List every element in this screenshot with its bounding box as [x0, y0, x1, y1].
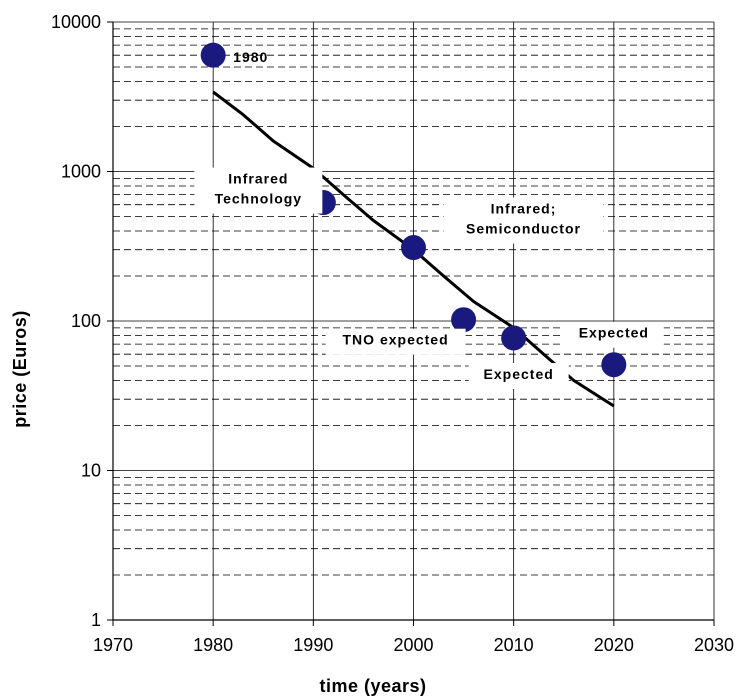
x-tick-label: 1990	[293, 635, 333, 655]
annotation-background	[443, 197, 604, 244]
annotation-background	[194, 167, 323, 214]
annotation-background	[468, 362, 569, 389]
y-tick-label: 10000	[51, 12, 101, 32]
x-tick-label: 2010	[494, 635, 534, 655]
y-axis-title: price (Euros)	[10, 310, 30, 428]
x-axis-ticks: 1970 1980 1990 2000 2010 2020 2030	[93, 620, 734, 655]
x-axis-title: time (years)	[319, 676, 426, 696]
y-tick-label: 1	[91, 610, 101, 630]
data-point-marker	[501, 325, 527, 351]
annotation-background	[325, 328, 466, 355]
annotation-background	[563, 321, 664, 348]
y-tick-label: 100	[71, 311, 101, 331]
point-annotation: Infrared	[228, 171, 288, 187]
x-tick-label: 2000	[393, 635, 433, 655]
data-point-marker	[451, 307, 477, 333]
point-annotation: TNO expected	[343, 332, 449, 348]
x-tick-label: 1970	[93, 635, 133, 655]
data-point-marker	[401, 235, 426, 261]
data-points	[200, 42, 627, 378]
y-tick-label: 10	[81, 461, 101, 481]
point-annotation: Infrared;	[491, 201, 557, 217]
data-point-marker	[200, 42, 226, 68]
x-tick-label: 1980	[193, 635, 233, 655]
point-annotation: Expected	[579, 325, 649, 341]
y-tick-label: 1000	[61, 162, 101, 182]
point-annotation: 1980	[233, 49, 268, 65]
point-annotation: Semiconductor	[466, 221, 581, 237]
y-axis-ticks: 1 10 100 1000 10000	[51, 12, 113, 630]
point-annotation: Technology	[215, 191, 303, 207]
data-point-marker	[601, 352, 627, 378]
point-annotation: Expected	[484, 366, 554, 382]
point-annotations: 1980 Infrared Technology Infrared; Semicondu…	[194, 49, 664, 389]
x-tick-label: 2030	[694, 635, 734, 655]
x-tick-label: 2020	[594, 635, 634, 655]
